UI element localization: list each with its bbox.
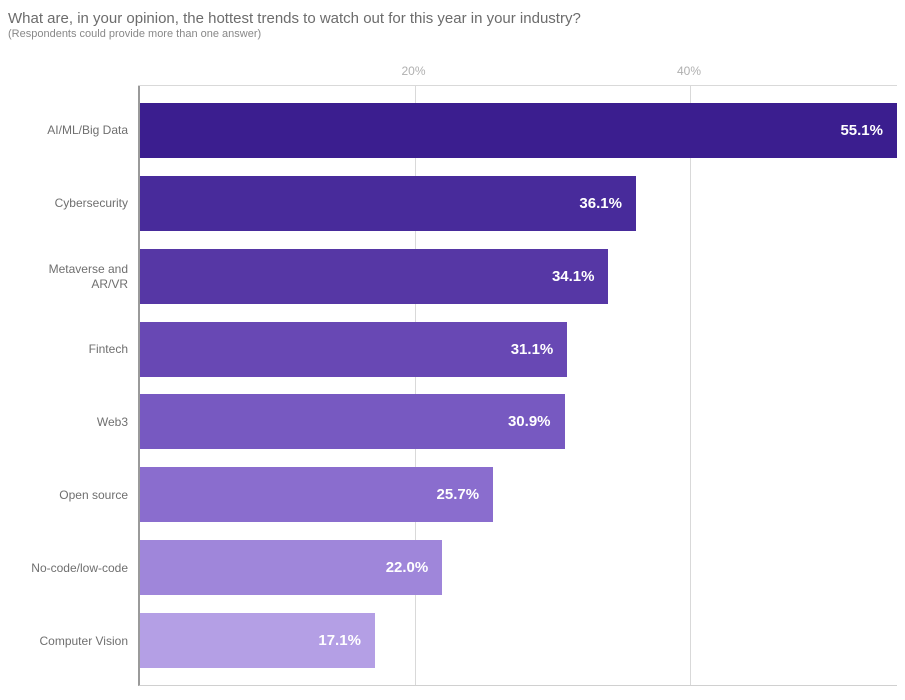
bar: 22.0%	[140, 540, 442, 595]
bar-row: 31.1%	[140, 322, 897, 377]
bar: 31.1%	[140, 322, 567, 377]
category-labels: AI/ML/Big Data Cybersecurity Metaverse a…	[8, 86, 138, 686]
bar: 30.9%	[140, 394, 565, 449]
category-label: Computer Vision	[8, 614, 138, 669]
x-tick-label: 40%	[677, 64, 701, 78]
bar-value-label: 17.1%	[318, 632, 361, 649]
category-label: No-code/low-code	[8, 541, 138, 596]
bar-value-label: 25.7%	[437, 486, 480, 503]
plot-column: 20% 40% 55.1% 36.1% 34.1% 31.1% 30.9% 25…	[138, 58, 897, 686]
chart-wrap: AI/ML/Big Data Cybersecurity Metaverse a…	[8, 58, 897, 686]
bar-value-label: 30.9%	[508, 413, 551, 430]
bar-row: 34.1%	[140, 249, 897, 304]
bar-row: 17.1%	[140, 613, 897, 668]
bar-value-label: 36.1%	[579, 195, 622, 212]
bar: 36.1%	[140, 176, 636, 231]
bar-value-label: 34.1%	[552, 268, 595, 285]
bar-value-label: 31.1%	[511, 341, 554, 358]
bar-row: 22.0%	[140, 540, 897, 595]
category-label: Metaverse and AR/VR	[8, 249, 138, 304]
category-labels-column: AI/ML/Big Data Cybersecurity Metaverse a…	[8, 58, 138, 686]
x-axis: 20% 40%	[138, 58, 897, 86]
category-label: AI/ML/Big Data	[8, 103, 138, 158]
chart: AI/ML/Big Data Cybersecurity Metaverse a…	[8, 58, 897, 686]
chart-subtitle: (Respondents could provide more than one…	[8, 28, 897, 40]
chart-title: What are, in your opinion, the hottest t…	[8, 10, 897, 27]
category-label: Fintech	[8, 322, 138, 377]
bar-value-label: 22.0%	[386, 559, 429, 576]
x-tick-label: 20%	[401, 64, 425, 78]
bar: 34.1%	[140, 249, 608, 304]
plot-area: 55.1% 36.1% 34.1% 31.1% 30.9% 25.7% 22.0…	[138, 86, 897, 686]
bars: 55.1% 36.1% 34.1% 31.1% 30.9% 25.7% 22.0…	[140, 86, 897, 685]
bar: 25.7%	[140, 467, 493, 522]
category-label: Open source	[8, 468, 138, 523]
bar-row: 25.7%	[140, 467, 897, 522]
bar-row: 30.9%	[140, 394, 897, 449]
chart-container: What are, in your opinion, the hottest t…	[0, 0, 905, 696]
bar: 17.1%	[140, 613, 375, 668]
bar-row: 36.1%	[140, 176, 897, 231]
bar-value-label: 55.1%	[840, 122, 883, 139]
category-label: Cybersecurity	[8, 176, 138, 231]
bar: 55.1%	[140, 103, 897, 158]
bar-row: 55.1%	[140, 103, 897, 158]
category-label: Web3	[8, 395, 138, 450]
